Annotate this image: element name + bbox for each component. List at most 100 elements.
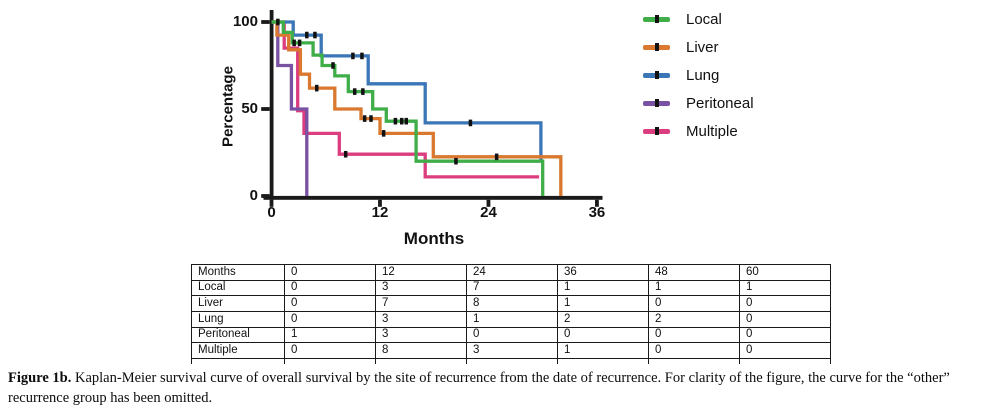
y-axis-tick-label: 50	[241, 100, 258, 117]
table-cell: 0	[739, 311, 831, 328]
table-cell: 1	[557, 279, 649, 297]
censor-tick-local	[393, 117, 398, 125]
table-cell: 0	[739, 295, 831, 313]
legend-swatch	[643, 43, 670, 51]
x-axis-tick	[378, 199, 382, 207]
y-axis-tick	[261, 20, 270, 24]
legend-item-lung: Lung	[643, 65, 754, 85]
table-cell: 60	[739, 264, 831, 281]
censor-tick-local	[361, 88, 365, 95]
y-axis-tick-label: 0	[249, 187, 258, 204]
censor-tick-local	[292, 39, 296, 47]
table-cell: Multiple	[191, 342, 285, 360]
table-stub-row	[191, 358, 831, 364]
table-cell	[648, 358, 740, 364]
legend-swatch	[643, 99, 670, 107]
table-cell	[284, 358, 376, 364]
table-row: Months 0 12 24 36 48 60	[191, 264, 831, 281]
x-axis-tick-label: 24	[480, 204, 497, 221]
table-cell: 0	[284, 295, 376, 313]
legend-censor-tick-icon	[654, 15, 659, 23]
censor-tick-local	[454, 157, 458, 165]
table-cell: 0	[557, 326, 649, 344]
table-cell: Months	[191, 264, 285, 281]
table-cell: 48	[648, 264, 740, 281]
table-cell: Peritoneal	[191, 326, 285, 344]
y-axis-tick-label: 100	[232, 13, 258, 30]
legend-label: Multiple	[686, 122, 738, 140]
x-axis-tick-label: 12	[371, 204, 389, 221]
table-cell: Lung	[191, 311, 285, 328]
legend-label: Local	[686, 10, 722, 28]
y-axis-tick	[261, 107, 270, 111]
table-row: Multiple 0 8 3 1 0 0	[191, 342, 831, 360]
censor-tick-local	[276, 18, 280, 26]
censor-tick-multiple	[343, 150, 348, 158]
table-cell: 2	[648, 311, 740, 328]
curve-local	[271, 20, 545, 196]
x-axis-line	[263, 195, 603, 200]
table-cell: 24	[466, 264, 558, 281]
table-row: Lung 0 3 1 2 2 0	[191, 311, 831, 328]
table-cell: 1	[557, 295, 649, 313]
table-cell: 1	[466, 311, 558, 328]
table-cell: 8	[375, 342, 467, 360]
legend-censor-tick-icon	[654, 43, 659, 51]
legend-label: Liver	[686, 38, 719, 56]
censor-tick-local	[297, 39, 302, 47]
figure-caption-label: Figure 1b.	[8, 370, 72, 386]
censor-tick-liver	[369, 115, 373, 122]
table-cell: 0	[284, 279, 376, 297]
table-cell: 0	[466, 326, 558, 344]
table-cell	[739, 358, 831, 364]
censor-tick-liver	[362, 115, 367, 122]
censor-tick-lung	[313, 31, 317, 39]
legend-item-liver: Liver	[643, 37, 754, 57]
table-row: Local 0 3 7 1 1 1	[191, 279, 831, 297]
y-axis-line	[269, 10, 274, 200]
table-cell: 0	[739, 326, 831, 344]
table-cell: 0	[284, 342, 376, 360]
legend-swatch	[643, 15, 670, 23]
table-cell: Local	[191, 279, 285, 297]
y-axis-tick	[261, 194, 270, 198]
legend-censor-tick-icon	[654, 71, 659, 79]
legend-item-multiple: Multiple	[643, 121, 754, 141]
table-cell: 3	[375, 311, 467, 328]
x-axis-tick	[269, 199, 274, 207]
table-cell: 7	[375, 295, 467, 313]
legend-censor-tick-icon	[654, 127, 659, 135]
legend-item-peritoneal: Peritoneal	[643, 93, 754, 113]
table-cell: 1	[557, 342, 649, 360]
table-cell: 3	[375, 279, 467, 297]
table-cell: 0	[284, 264, 376, 281]
table-cell	[375, 358, 467, 364]
censor-tick-liver	[381, 130, 386, 137]
x-axis-tick-label: 0	[267, 204, 276, 221]
table-cell: 0	[284, 311, 376, 328]
table-cell: 12	[375, 264, 467, 281]
table-cell: 0	[739, 342, 831, 360]
curve-lung	[271, 20, 543, 160]
table-cell: 3	[375, 326, 467, 344]
chart-legend: Local Liver Lung Peritoneal Multiple	[643, 9, 754, 149]
censor-tick-local	[404, 117, 408, 125]
table-cell: 0	[648, 342, 740, 360]
legend-item-local: Local	[643, 9, 754, 29]
table-cell: 1	[648, 279, 740, 297]
table-cell	[191, 358, 285, 364]
censor-tick-lung	[360, 52, 364, 60]
table-cell: 36	[557, 264, 649, 281]
at-risk-table-wrap: Months 0 12 24 36 48 60 Local 0 3 7 1 1 1 Liver 0 7 8 1 0 0 L…	[191, 264, 832, 364]
x-axis-title: Months	[403, 229, 465, 248]
table-cell: 1	[284, 326, 376, 344]
curve-multiple	[271, 20, 540, 179]
figure-caption: Figure 1b. Kaplan-Meier survival curve o…	[8, 368, 1006, 409]
censor-tick-liver	[494, 153, 499, 161]
table-cell: 0	[648, 326, 740, 344]
table-cell: 8	[466, 295, 558, 313]
table-row: Peritoneal 1 3 0 0 0 0	[191, 326, 831, 344]
x-axis-tick	[486, 199, 491, 207]
